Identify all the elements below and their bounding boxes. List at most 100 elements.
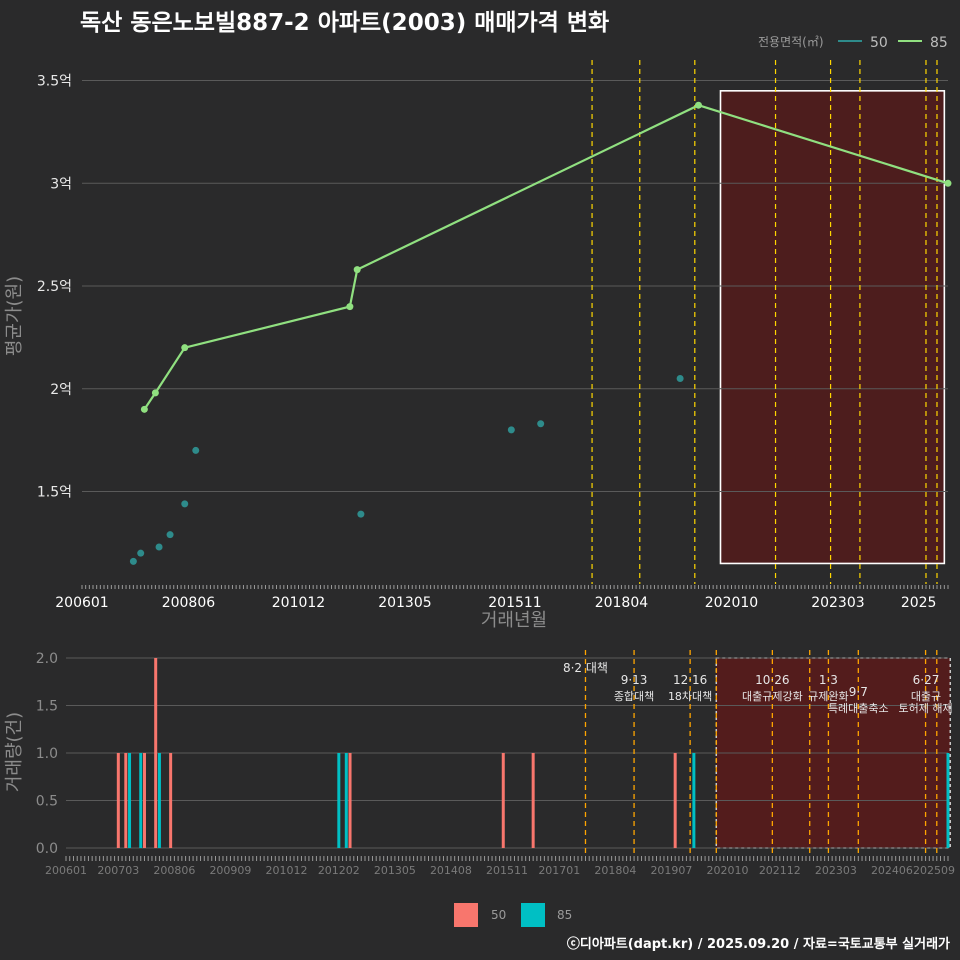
policy-annotation: 10·26 [755, 673, 789, 687]
policy-annotation: 9·7 [849, 685, 868, 699]
bar-85 [139, 753, 143, 848]
x-tick-label: 202010 [705, 595, 758, 611]
point-85 [151, 389, 159, 397]
y-tick-label: 2억 [50, 382, 72, 398]
point-50 [166, 531, 174, 539]
legend-label-50: 50 [870, 35, 888, 51]
point-85 [346, 303, 354, 311]
bar-85 [946, 753, 950, 848]
bottom-x-tick-label: 202112 [759, 864, 801, 877]
policy-annotation: 9·13 [621, 673, 648, 687]
y-tick-label: 1.5억 [37, 485, 72, 501]
policy-annotation: 대출규제강화 [742, 690, 803, 703]
point-50 [507, 426, 515, 434]
policy-annotation: 8·2 대책 [563, 660, 608, 675]
bottom-x-tick-label: 202303 [815, 864, 857, 877]
point-85 [353, 266, 361, 274]
x-tick-label: 201012 [272, 595, 325, 611]
point-50 [676, 375, 684, 383]
policy-annotation: 18차대책 [668, 690, 712, 703]
x-tick-label: 202303 [811, 595, 864, 611]
y-tick-label: 3.5억 [37, 74, 72, 90]
bottom-x-tick-label: 202406 [871, 864, 913, 877]
bottom-x-tick-label: 202010 [707, 864, 749, 877]
policy-annotation: 6·27 [913, 673, 940, 687]
bar-50 [116, 753, 120, 848]
bottom-x-tick-label: 200909 [209, 864, 251, 877]
policy-annotation: 12·16 [673, 673, 707, 687]
point-85 [181, 344, 189, 352]
bottom-x-tick-label: 200601 [45, 864, 87, 877]
point-50 [181, 500, 189, 508]
x-tick-label: 2025 [901, 595, 937, 611]
policy-annotation: 특례대출축소 [828, 702, 889, 715]
top-plot: 1.5억 2억 2.5억 3억 3.5억 200601 200806 201012 201305… [37, 60, 952, 611]
point-50 [137, 549, 145, 557]
policy-annotation: 대출규 [911, 690, 941, 703]
bottom-x-tick-label: 201202 [318, 864, 360, 877]
bottom-x-tick-label: 201408 [430, 864, 472, 877]
bar-50 [501, 753, 505, 848]
top-y-axis-label: 평균가(원) [4, 276, 25, 356]
bar-50 [154, 658, 158, 848]
policy-annotation: 규제완화 [808, 690, 848, 703]
bar-50 [124, 753, 128, 848]
bar-85 [128, 753, 132, 848]
bottom-y-axis-label: 거래량(건) [4, 712, 25, 792]
legend-bottom-swatch-50 [454, 903, 478, 927]
point-50 [129, 557, 137, 565]
bottom-x-tick-label: 201511 [486, 864, 528, 877]
bar-50 [673, 753, 677, 848]
bottom-x-tick-label: 201012 [266, 864, 308, 877]
bottom-y-tick-label: 0.0 [36, 841, 58, 857]
bottom-x-tick-label: 202509 [913, 864, 955, 877]
policy-annotation: 토허제 해제 [899, 701, 953, 715]
y-tick-label: 3억 [50, 176, 72, 192]
bottom-plot: 0.0 0.5 1.0 1.5 2.0 200601 200703 200806 200909 2… [36, 650, 955, 877]
bottom-y-tick-label: 2.0 [36, 651, 58, 667]
point-50 [537, 420, 545, 428]
point-50 [192, 446, 200, 454]
legend-bottom-label-50: 50 [491, 908, 506, 922]
bottom-x-tick-label: 201804 [594, 864, 636, 877]
legend-title: 전용면적(㎡) [758, 35, 824, 49]
bottom-y-tick-label: 1.0 [36, 746, 58, 762]
bar-85 [157, 753, 161, 848]
x-tick-label: 200806 [162, 595, 216, 611]
policy-annotation: 종합대책 [614, 690, 654, 703]
bottom-y-tick-label: 0.5 [36, 794, 58, 810]
bar-50 [531, 753, 535, 848]
bottom-legend: 50 85 [454, 903, 572, 927]
highlight-period-box [719, 90, 946, 565]
point-85 [694, 101, 702, 109]
point-50 [357, 510, 365, 518]
x-tick-label: 200601 [55, 595, 108, 611]
policy-annotation: 1·3 [819, 673, 838, 687]
bottom-y-tick-label: 1.5 [36, 699, 58, 715]
legend-bottom-swatch-85 [521, 903, 545, 927]
legend-bottom-label-85: 85 [557, 908, 572, 922]
credit-text: ⓒ디아파트(dapt.kr) / 2025.09.20 / 자료=국토교통부 실… [567, 936, 950, 952]
bar-85 [692, 753, 696, 848]
x-tick-label: 201305 [378, 595, 431, 611]
bottom-x-tick-label: 200703 [97, 864, 139, 877]
bottom-x-tick-label: 201907 [650, 864, 692, 877]
bottom-x-tick-label: 201305 [374, 864, 416, 877]
bar-50 [169, 753, 173, 848]
point-85 [140, 405, 148, 413]
y-tick-label: 2.5억 [37, 279, 72, 295]
top-x-axis-label: 거래년월 [481, 610, 547, 631]
bar-85 [344, 753, 348, 848]
bar-50 [348, 753, 352, 848]
bottom-x-tick-label: 201701 [538, 864, 580, 877]
legend-label-85: 85 [930, 35, 948, 51]
point-50 [155, 543, 163, 551]
top-legend: 전용면적(㎡) 50 85 [758, 35, 948, 51]
x-tick-label: 201511 [488, 595, 541, 611]
bar-85 [337, 753, 341, 848]
bar-50 [142, 753, 146, 848]
x-tick-label: 201804 [595, 595, 649, 611]
chart-title: 독산 동은노보빌887-2 아파트(2003) 매매가격 변화 [80, 10, 609, 36]
